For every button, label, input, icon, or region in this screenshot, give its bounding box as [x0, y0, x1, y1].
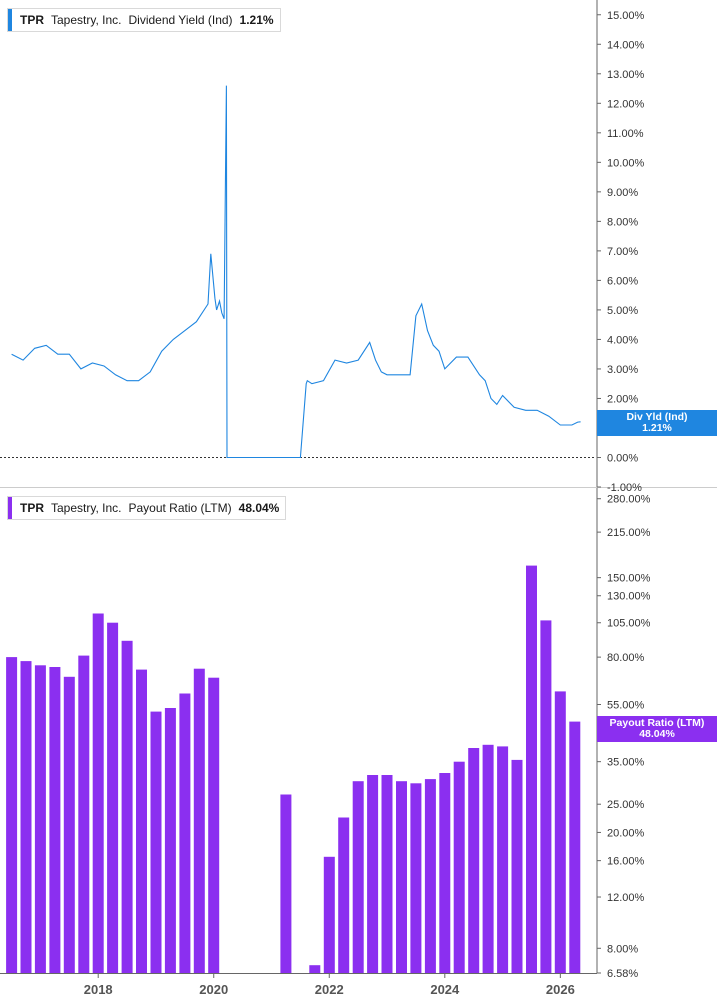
- payout-bar: [136, 669, 147, 973]
- payout-bar: [468, 748, 480, 973]
- last-value-flag-yield: Div Yld (Ind) 1.21%: [597, 410, 717, 436]
- payout-bar: [323, 856, 335, 973]
- payout-bar: [497, 746, 509, 973]
- payout-bar: [554, 691, 566, 973]
- y-tick-label: 8.00%: [607, 943, 638, 955]
- legend-swatch-payout: [8, 497, 12, 519]
- y-tick-label: 215.00%: [607, 527, 651, 539]
- payout-bar: [569, 721, 581, 973]
- legend-value: 48.04%: [238, 501, 280, 515]
- legend-dividend-yield: TPR Tapestry, Inc. Dividend Yield (Ind) …: [7, 8, 281, 32]
- payout-bar: [208, 677, 220, 973]
- legend-value: 1.21%: [239, 13, 274, 27]
- y-tick-label: 150.00%: [607, 573, 651, 585]
- payout-bar: [63, 676, 75, 973]
- y-tick-label: 80.00%: [607, 652, 645, 664]
- payout-bar: [410, 783, 422, 973]
- legend-ticker: TPR: [20, 501, 44, 515]
- payout-bar: [280, 794, 292, 973]
- payout-bar: [482, 744, 494, 973]
- last-value-flag-payout: Payout Ratio (LTM) 48.04%: [597, 716, 717, 742]
- payout-bar: [424, 779, 436, 973]
- legend-company: Tapestry, Inc.: [51, 13, 122, 27]
- payout-bar: [352, 781, 364, 973]
- payout-bar: [381, 775, 393, 973]
- y-tick-label: 2.00%: [607, 393, 638, 405]
- y-tick-label: 5.00%: [607, 305, 638, 317]
- legend-ticker: TPR: [20, 13, 44, 27]
- flag-value: 1.21%: [642, 422, 672, 434]
- y-tick-label: 14.00%: [607, 39, 645, 51]
- payout-bar: [20, 661, 32, 973]
- payout-bar: [92, 613, 104, 973]
- payout-bar: [121, 640, 133, 973]
- payout-bar: [179, 693, 191, 973]
- legend-payout-ratio: TPR Tapestry, Inc. Payout Ratio (LTM) 48…: [7, 496, 287, 520]
- x-tick-label: 2020: [199, 982, 228, 997]
- y-tick-label: 13.00%: [607, 69, 645, 81]
- y-tick-label: 20.00%: [607, 827, 645, 839]
- x-tick-label: 2018: [84, 982, 113, 997]
- payout-bar: [309, 965, 321, 973]
- payout-bar: [439, 773, 451, 973]
- y-tick-label: 3.00%: [607, 364, 638, 376]
- y-tick-label: 9.00%: [607, 187, 638, 199]
- y-tick-label: 25.00%: [607, 799, 645, 811]
- payout-bar: [367, 775, 379, 973]
- y-tick-label: -1.00%: [607, 482, 642, 494]
- x-tick-label: 2024: [430, 982, 460, 997]
- payout-bar: [511, 759, 523, 973]
- payout-ratio-panel: [6, 565, 581, 973]
- y-tick-label: 16.00%: [607, 856, 645, 868]
- flag-value: 48.04%: [639, 728, 675, 740]
- payout-bar: [396, 781, 407, 973]
- y-tick-label: 11.00%: [607, 128, 644, 140]
- payout-bar: [6, 657, 18, 973]
- payout-bar: [164, 708, 176, 973]
- flag-label: Div Yld (Ind): [626, 411, 688, 423]
- legend-company: Tapestry, Inc.: [51, 501, 122, 515]
- payout-bar: [338, 817, 350, 973]
- payout-bar: [78, 655, 90, 973]
- y-tick-label: 130.00%: [607, 591, 651, 603]
- y-tick-label: 12.00%: [607, 98, 645, 110]
- y-tick-label: 35.00%: [607, 757, 645, 769]
- y-tick-label: 0.00%: [607, 452, 638, 464]
- x-tick-label: 2022: [315, 982, 344, 997]
- legend-metric: Dividend Yield (Ind): [128, 13, 233, 27]
- payout-bar: [193, 668, 205, 973]
- y-tick-label: 4.00%: [607, 334, 638, 346]
- y-tick-label: 105.00%: [607, 618, 651, 630]
- y-tick-label: 8.00%: [607, 216, 638, 228]
- payout-bar: [540, 620, 552, 973]
- payout-bar: [526, 565, 537, 973]
- legend-swatch-yield: [8, 9, 12, 31]
- payout-bar: [453, 761, 465, 973]
- payout-bar: [34, 665, 46, 973]
- payout-bar: [49, 667, 61, 973]
- flag-label: Payout Ratio (LTM): [609, 717, 705, 729]
- y-tick-label: 6.00%: [607, 275, 638, 287]
- y-tick-label: 55.00%: [607, 700, 645, 712]
- payout-bar: [107, 622, 119, 973]
- dividend-yield-line: [11, 85, 581, 459]
- x-tick-label: 2026: [546, 982, 575, 997]
- y-tick-label: 10.00%: [607, 157, 645, 169]
- y-tick-label: 15.00%: [607, 10, 645, 22]
- legend-metric: Payout Ratio (LTM): [128, 501, 232, 515]
- y-tick-label: 12.00%: [607, 892, 645, 904]
- y-tick-label: 6.58%: [607, 968, 638, 980]
- dividend-yield-panel: [0, 85, 595, 459]
- y-tick-label: 280.00%: [607, 494, 651, 506]
- payout-bar: [150, 711, 162, 973]
- y-tick-label: 7.00%: [607, 246, 638, 258]
